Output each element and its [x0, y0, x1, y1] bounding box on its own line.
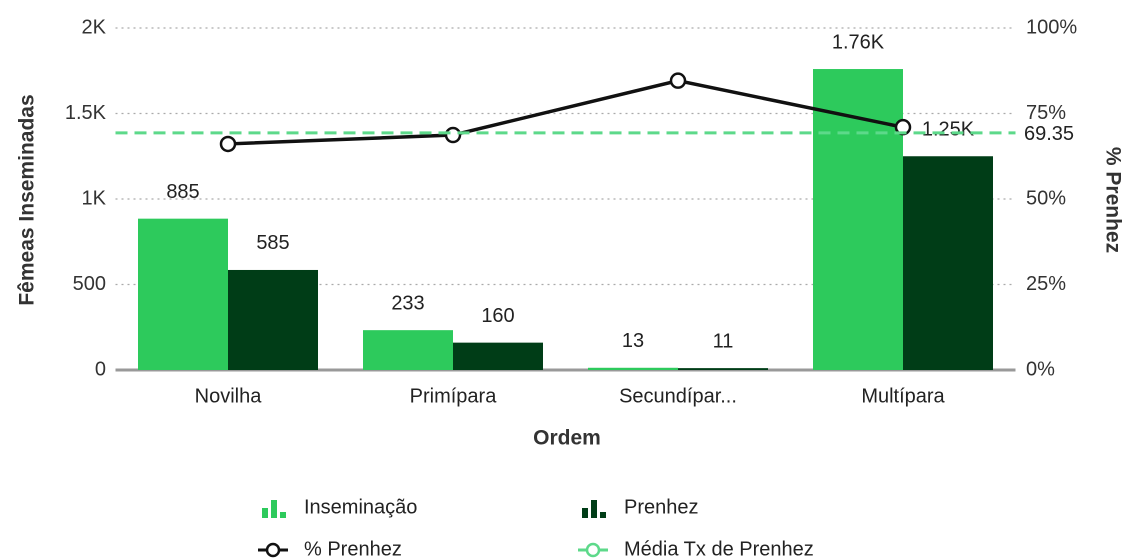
y2-axis-title: % Prenhez: [1101, 147, 1124, 253]
legend-swatch: [585, 542, 601, 558]
legend-swatch: [600, 512, 606, 518]
data-label: 11: [713, 330, 734, 352]
reference-label: 69.35: [1024, 123, 1074, 145]
y-tick-label: 0: [95, 358, 106, 380]
legend-label: Prenhez: [624, 496, 699, 518]
y2-tick-label: 25%: [1026, 273, 1066, 295]
bar: [903, 156, 993, 370]
x-tick-label: Secundípar...: [619, 385, 737, 407]
legend-swatch: [271, 500, 277, 518]
bar: [588, 367, 678, 370]
x-tick-label: Novilha: [195, 385, 263, 407]
data-label: 885: [166, 181, 199, 203]
y-tick-label: 2K: [82, 16, 107, 38]
legend-swatch: [591, 500, 597, 518]
y-tick-label: 1.5K: [65, 102, 107, 124]
legend-item: Inseminação: [262, 496, 417, 518]
bar: [138, 218, 228, 370]
line: [227, 78, 904, 146]
y2-tick-label: 100%: [1026, 16, 1077, 38]
bar: [453, 342, 543, 370]
data-label: 233: [391, 292, 424, 314]
data-label: 1.76K: [832, 31, 885, 53]
bar: [228, 269, 318, 370]
bar: [678, 368, 768, 370]
line-marker: [219, 135, 237, 153]
x-tick-label: Multípara: [861, 385, 945, 407]
y2-tick-label: 75%: [1026, 102, 1066, 124]
legend-swatch: [280, 512, 286, 518]
y-tick-label: 500: [73, 273, 106, 295]
y-axis-title: Fêmeas Inseminadas: [16, 94, 39, 305]
bar: [363, 330, 453, 370]
line-marker: [444, 126, 462, 144]
data-label: 13: [622, 330, 644, 352]
legend-label: % Prenhez: [304, 538, 402, 560]
bar: [813, 69, 903, 370]
x-tick-label: Primípara: [410, 385, 498, 407]
data-label: 585: [256, 232, 289, 254]
legend-item: Média Tx de Prenhez: [578, 538, 814, 560]
legend-label: Média Tx de Prenhez: [624, 538, 814, 560]
y2-tick-label: 50%: [1026, 187, 1066, 209]
legend-swatch: [262, 508, 268, 518]
x-axis-title: Ordem: [533, 427, 601, 450]
line-marker: [669, 72, 687, 89]
legend-swatch: [265, 542, 281, 558]
y-tick-label: 1K: [82, 187, 107, 209]
legend-item: Prenhez: [582, 496, 699, 518]
data-label: 1.25K: [922, 119, 975, 141]
legend-label: Inseminação: [304, 496, 417, 518]
data-label: 160: [481, 305, 514, 327]
legend-item: % Prenhez: [258, 538, 402, 560]
legend-swatch: [582, 508, 588, 518]
y2-tick-label: 0%: [1026, 358, 1055, 380]
